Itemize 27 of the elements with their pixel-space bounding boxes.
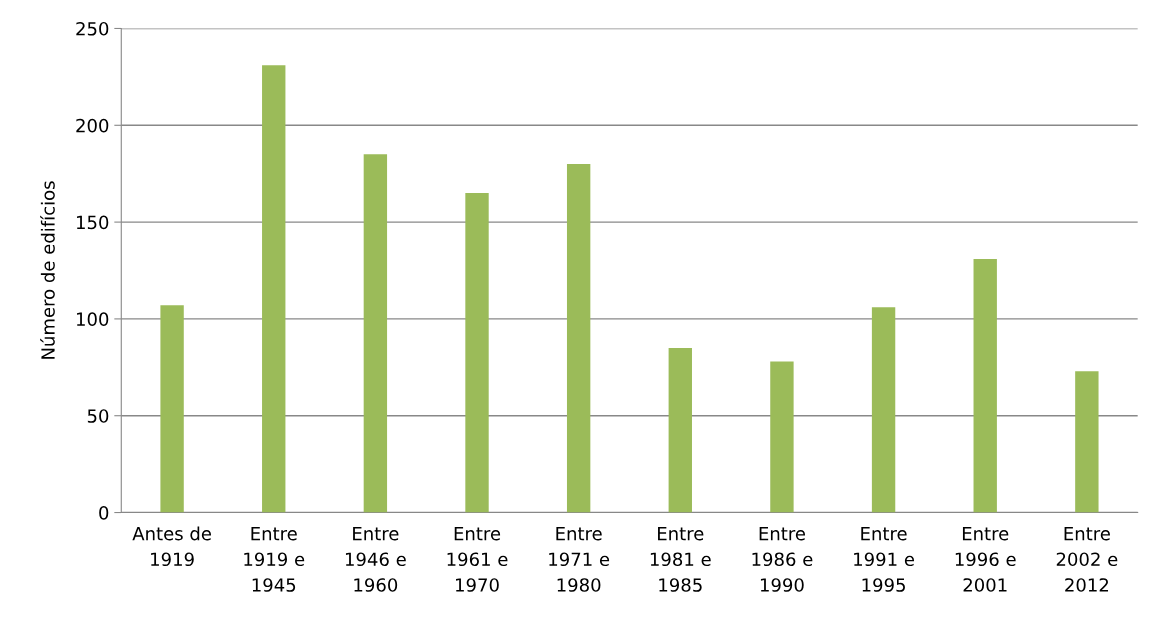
bar bbox=[770, 361, 794, 513]
y-tick-label: 250 bbox=[76, 21, 109, 36]
bar bbox=[566, 164, 591, 513]
x-tick-label: Entre 1919 e 1945 bbox=[244, 526, 305, 592]
x-tick-label: Entre 1981 e 1985 bbox=[650, 526, 711, 592]
y-axis-title: Número de edifícios bbox=[40, 181, 55, 359]
x-tick-label: Entre 1991 e 1995 bbox=[854, 526, 915, 592]
bar bbox=[465, 193, 489, 513]
x-tick-label: Entre 2002 e 2012 bbox=[1056, 526, 1118, 592]
bar bbox=[973, 258, 997, 513]
bar bbox=[871, 307, 896, 513]
x-tick-label: Entre 1986 e 1990 bbox=[752, 526, 813, 592]
x-tick-label: Entre 1996 e 2001 bbox=[955, 526, 1016, 592]
y-tick-label: 150 bbox=[76, 215, 109, 230]
x-tick-label: Entre 1971 e 1980 bbox=[549, 526, 610, 592]
x-tick-label: Entre 1946 e 1960 bbox=[345, 526, 406, 592]
bar bbox=[668, 347, 692, 513]
y-tick-label: 200 bbox=[76, 118, 109, 133]
y-tick-label: 50 bbox=[87, 409, 109, 423]
x-tick-label: Entre 1961 e 1970 bbox=[447, 526, 508, 592]
bar bbox=[1075, 371, 1099, 513]
bar bbox=[363, 154, 388, 513]
bar bbox=[262, 65, 286, 513]
y-tick-label: 0 bbox=[99, 505, 109, 520]
y-tick-label: 100 bbox=[76, 312, 109, 327]
x-tick-label: Antes de 1919 bbox=[132, 526, 211, 567]
bar bbox=[160, 305, 184, 513]
